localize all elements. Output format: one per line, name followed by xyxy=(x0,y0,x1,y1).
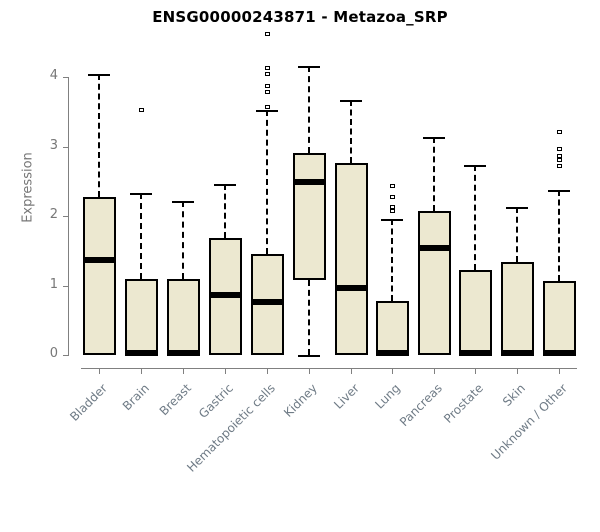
outlier-point xyxy=(264,104,270,109)
box-iqr xyxy=(292,152,326,280)
median-line xyxy=(542,349,576,356)
x-tick-6 xyxy=(351,368,352,374)
outlier-point xyxy=(389,204,395,209)
chart-title: ENSG00000243871 - Metazoa_SRP xyxy=(152,8,448,26)
whisker-upper xyxy=(350,99,352,164)
x-axis-label-prostate: Prostate xyxy=(441,381,486,426)
whisker-upper xyxy=(140,193,142,280)
whisker-upper xyxy=(558,189,560,281)
outlier-point xyxy=(556,163,562,168)
whisker-upper xyxy=(266,110,268,255)
x-tick-9 xyxy=(475,368,476,374)
chart-root: ENSG00000243871 - Metazoa_SRP Expression… xyxy=(20,8,577,475)
box-iqr xyxy=(124,279,158,355)
median-line xyxy=(208,291,242,298)
x-axis-label-lung: Lung xyxy=(372,381,403,412)
outlier-point xyxy=(389,195,395,200)
whisker-lower xyxy=(308,279,310,355)
whisker-cap-upper xyxy=(464,164,486,167)
y-tick-1 xyxy=(63,285,68,287)
whisker-cap-upper xyxy=(88,73,110,76)
outlier-point xyxy=(389,209,395,214)
x-tick-11 xyxy=(559,368,560,374)
box-iqr xyxy=(334,163,368,355)
whisker-upper xyxy=(308,65,310,153)
whisker-upper xyxy=(516,206,518,262)
y-tick-label-1: 1 xyxy=(49,276,58,292)
box-iqr xyxy=(375,300,409,355)
outlier-point xyxy=(264,84,270,89)
box-iqr xyxy=(500,261,534,355)
outlier-point xyxy=(264,65,270,70)
x-tick-4 xyxy=(267,368,268,374)
box-iqr xyxy=(82,196,116,355)
whisker-upper xyxy=(433,137,435,212)
whisker-cap-upper xyxy=(172,200,194,203)
whisker-upper xyxy=(98,73,100,197)
x-tick-1 xyxy=(141,368,142,374)
whisker-cap-upper xyxy=(506,206,528,209)
y-axis-label: Expression xyxy=(20,152,36,223)
y-tick-4 xyxy=(63,77,68,78)
x-tick-3 xyxy=(225,368,226,374)
y-tick-label-3: 3 xyxy=(49,137,58,153)
outlier-point xyxy=(556,147,562,152)
median-line xyxy=(166,349,200,356)
box-iqr xyxy=(166,279,200,355)
median-line xyxy=(334,285,368,292)
median-line xyxy=(417,244,451,251)
box-iqr xyxy=(542,280,576,355)
y-tick-label-2: 2 xyxy=(49,207,58,222)
outlier-point xyxy=(264,31,270,36)
y-axis-line xyxy=(68,77,69,356)
box-iqr xyxy=(458,270,492,355)
y-tick-2 xyxy=(63,216,68,217)
outlier-point xyxy=(264,72,270,77)
y-tick-3 xyxy=(63,146,68,148)
x-axis-line xyxy=(81,368,577,369)
whisker-cap-lower xyxy=(298,355,320,357)
x-tick-2 xyxy=(183,368,184,374)
box-iqr xyxy=(417,211,451,355)
whisker-cap-upper xyxy=(130,193,152,196)
x-tick-0 xyxy=(99,368,100,374)
outlier-point xyxy=(556,129,562,134)
whisker-upper xyxy=(224,184,226,238)
whisker-upper xyxy=(182,200,184,280)
whisker-cap-upper xyxy=(340,99,362,102)
median-line xyxy=(292,178,326,185)
whisker-cap-upper xyxy=(298,65,320,68)
outlier-point xyxy=(264,90,270,95)
whisker-upper xyxy=(474,164,476,271)
x-tick-10 xyxy=(517,368,518,374)
median-line xyxy=(124,349,158,356)
outlier-point xyxy=(138,107,144,112)
median-line xyxy=(458,349,492,356)
whisker-cap-upper xyxy=(214,184,236,187)
x-tick-8 xyxy=(434,368,435,374)
x-tick-5 xyxy=(309,368,310,374)
whisker-cap-upper xyxy=(381,219,403,222)
outlier-point xyxy=(389,184,395,189)
whisker-cap-upper xyxy=(423,137,445,140)
whisker-upper xyxy=(391,219,393,301)
median-line xyxy=(250,299,284,306)
median-line xyxy=(82,256,116,263)
y-tick-label-0: 0 xyxy=(49,346,58,361)
y-tick-0 xyxy=(63,355,68,356)
whisker-cap-upper xyxy=(256,110,278,113)
median-line xyxy=(375,349,409,356)
whisker-cap-upper xyxy=(548,189,570,192)
x-tick-7 xyxy=(392,368,393,374)
outlier-point xyxy=(556,154,562,159)
outlier-point xyxy=(556,158,562,163)
y-tick-label-4: 4 xyxy=(49,68,58,83)
median-line xyxy=(500,349,534,356)
